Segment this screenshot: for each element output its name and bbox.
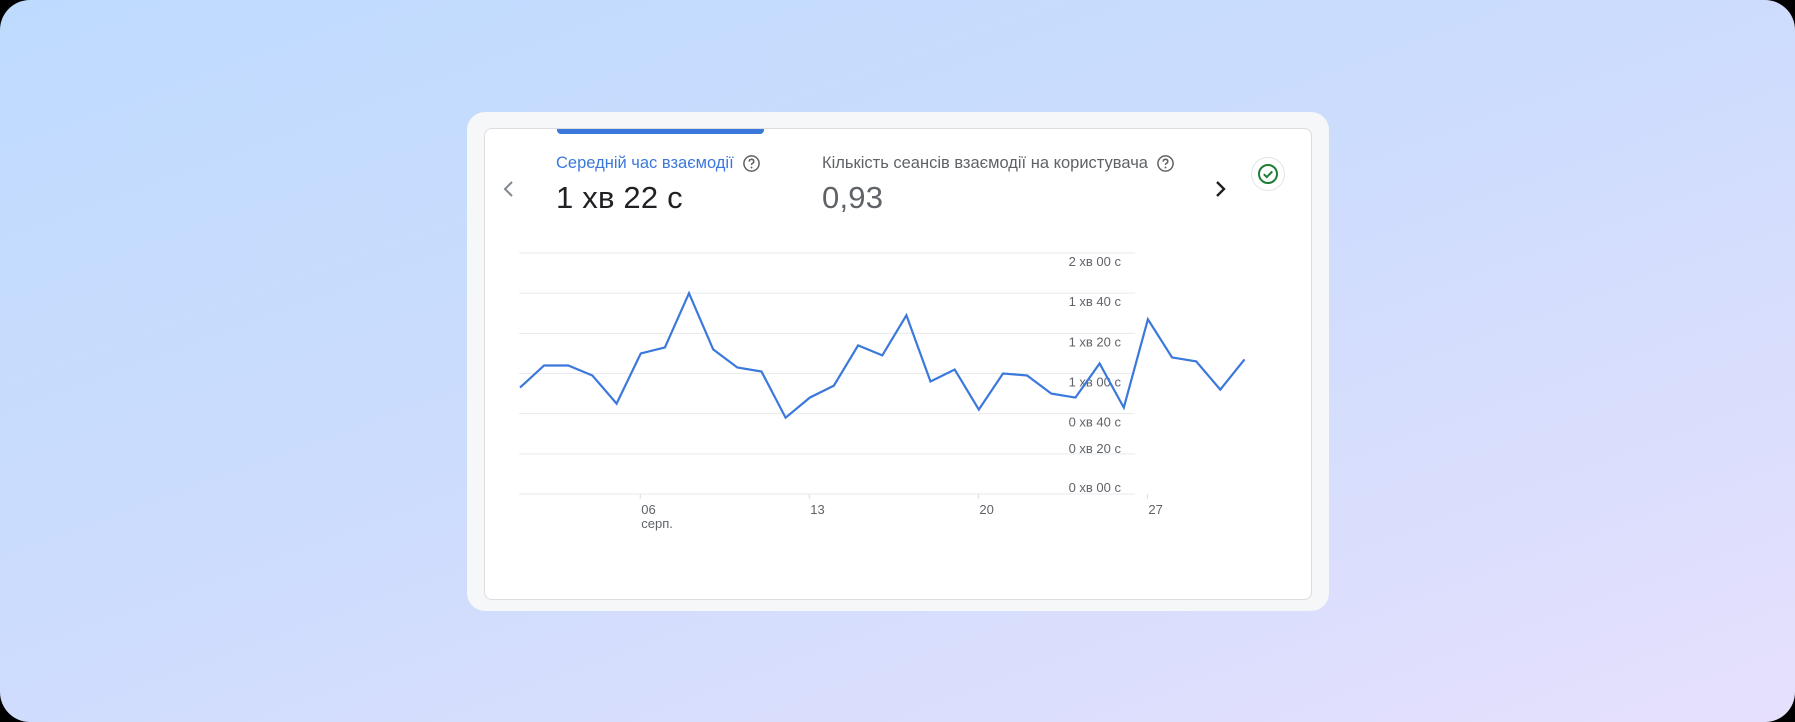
chevron-right-icon (1216, 181, 1226, 197)
help-circle-icon[interactable] (742, 154, 761, 173)
y-axis-label: 1 хв 20 с (1069, 334, 1122, 349)
x-axis-label: 27 (1148, 502, 1162, 517)
metric-label: Середній час взаємодії (556, 154, 734, 172)
x-axis-label: 06 (641, 502, 655, 517)
y-axis-label: 1 хв 40 с (1069, 294, 1122, 309)
x-axis-sublabel: серп. (641, 516, 673, 531)
next-metrics-button[interactable] (1209, 175, 1233, 203)
metric-value: 0,93 (822, 180, 884, 215)
previous-metrics-button[interactable] (497, 175, 521, 203)
metric-tab-avg-engagement-time[interactable]: Середній час взаємодії 1 хв 22 с (556, 154, 761, 216)
x-axis-label: 20 (979, 502, 993, 517)
data-line (519, 290, 1246, 420)
x-axis-label: 13 (810, 502, 824, 517)
y-axis-label: 2 хв 00 с (1069, 254, 1122, 269)
y-axis-label: 0 хв 40 с (1069, 415, 1122, 430)
help-circle-icon[interactable] (1156, 154, 1175, 173)
check-circle-icon (1258, 164, 1278, 184)
active-tab-indicator (557, 129, 764, 134)
status-check-button[interactable] (1251, 157, 1285, 191)
y-axis-label: 0 хв 20 с (1069, 441, 1122, 456)
chevron-left-icon (503, 181, 513, 197)
line-chart: 0 хв 00 с0 хв 20 с0 хв 40 с1 хв 00 с1 хв… (519, 252, 1246, 531)
metric-tab-engaged-sessions-per-user[interactable]: Кількість сеансів взаємодії на користува… (822, 154, 1175, 216)
metric-label: Кількість сеансів взаємодії на користува… (822, 154, 1148, 172)
metric-value: 1 хв 22 с (556, 180, 683, 215)
metric-chart-card: Середній час взаємодії 1 хв 22 с Кількіс… (484, 128, 1312, 600)
y-axis-label: 0 хв 00 с (1069, 480, 1122, 495)
